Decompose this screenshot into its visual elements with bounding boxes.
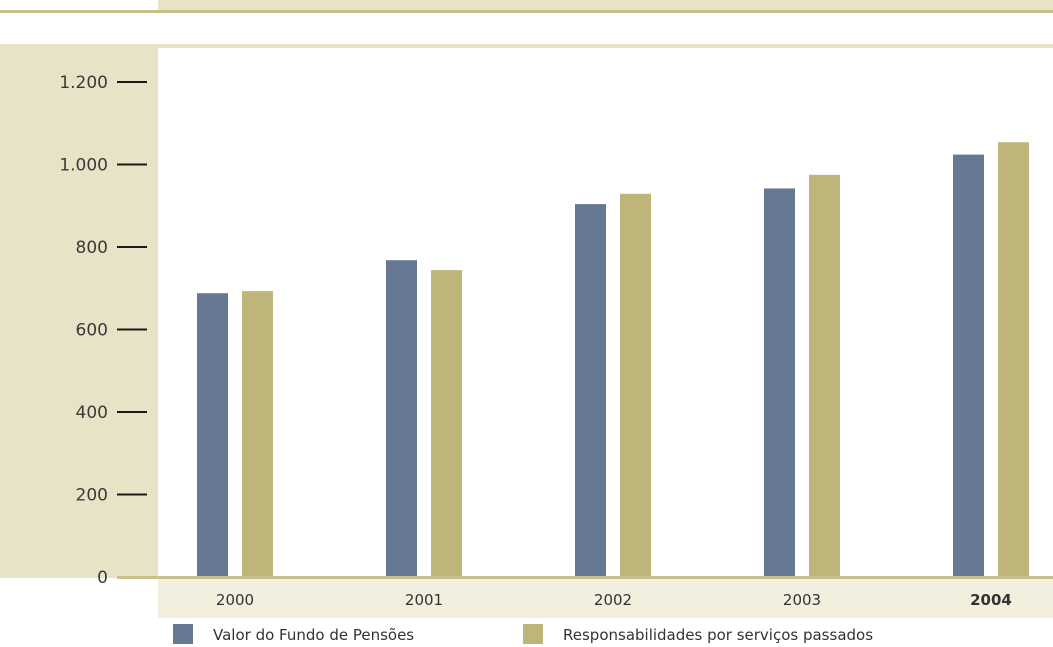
- x-tick-label: 2000: [216, 591, 254, 609]
- header-rule: [0, 10, 1053, 13]
- y-tick-label: 1.000: [59, 156, 108, 176]
- y-axis-ticks: 0 200 400 600 800 1.000 1.200: [59, 73, 147, 588]
- x-tick-label: 2001: [405, 591, 443, 609]
- x-tick-label: 2002: [594, 591, 632, 609]
- bars: [197, 142, 1029, 578]
- top-rule: [0, 44, 1053, 48]
- y-tick-label: 800: [76, 238, 108, 258]
- y-tick-label: 200: [76, 486, 108, 506]
- bar-responsabilidades-2004: [998, 142, 1029, 577]
- y-tick-mark: [117, 493, 147, 496]
- y-axis-panel: [0, 48, 158, 578]
- bar-responsabilidades-2001: [431, 270, 462, 577]
- legend: Valor do Fundo de Pensões Responsabilidad…: [173, 624, 873, 644]
- bar-responsabilidades-2002: [620, 193, 651, 577]
- bar-fundo-2004: [953, 154, 984, 577]
- header-band: [158, 0, 1053, 10]
- y-tick-mark: [117, 246, 147, 248]
- legend-swatch: [523, 624, 543, 644]
- bar-fundo-2001: [386, 260, 417, 577]
- y-tick-label: 600: [76, 321, 108, 341]
- bar-fundo-2003: [764, 188, 795, 578]
- y-tick-mark: [117, 81, 147, 83]
- bar-responsabilidades-2000: [242, 291, 273, 577]
- x-tick-label: 2003: [783, 591, 821, 609]
- x-axis-labels: 2000 2001 2002 2003 2004: [216, 591, 1012, 609]
- legend-label: Valor do Fundo de Pensões: [213, 626, 414, 644]
- bar-fundo-2002: [575, 204, 606, 577]
- y-tick-mark: [117, 328, 147, 331]
- legend-label: Responsabilidades por serviços passados: [563, 626, 873, 644]
- y-tick-label: 400: [76, 403, 108, 423]
- legend-swatch: [173, 624, 193, 644]
- y-tick-label: 0: [97, 568, 108, 588]
- bar-fundo-2000: [197, 293, 228, 577]
- y-tick-mark: [117, 163, 147, 166]
- bar-responsabilidades-2003: [809, 174, 840, 577]
- category-band: [158, 578, 1053, 618]
- y-tick-label: 1.200: [59, 73, 108, 93]
- x-axis-line: [117, 576, 1053, 579]
- y-tick-mark: [117, 411, 147, 413]
- x-tick-label: 2004: [970, 591, 1012, 609]
